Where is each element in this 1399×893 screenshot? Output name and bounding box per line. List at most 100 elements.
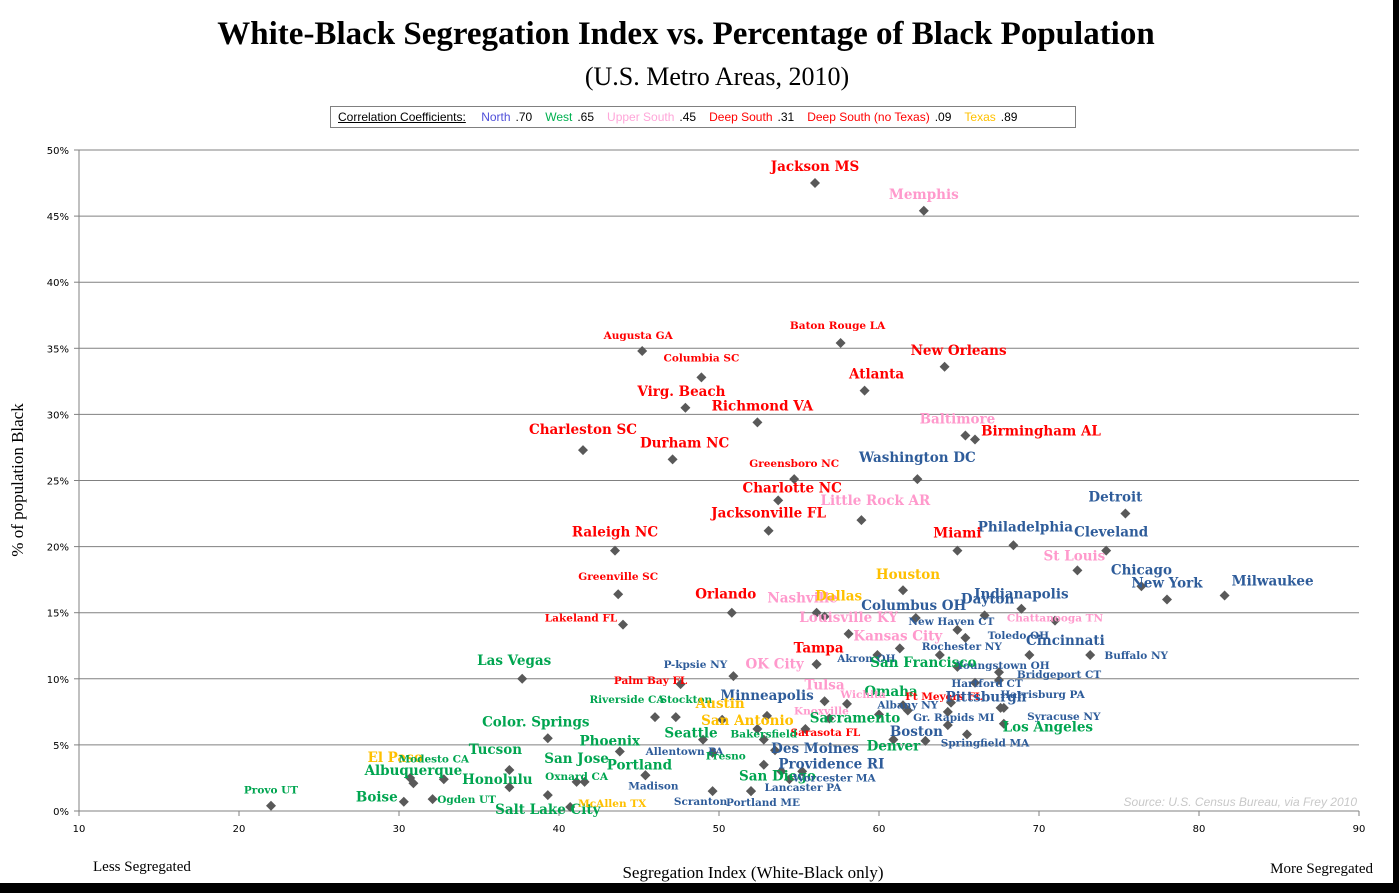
data-label: Miami — [933, 526, 981, 542]
data-label: Hartford CT — [951, 678, 1023, 690]
data-label: Charleston SC — [529, 422, 637, 438]
x-tick-label: 70 — [1033, 824, 1046, 835]
data-point — [898, 700, 908, 711]
data-label: New York — [1131, 575, 1203, 591]
data-point — [758, 734, 769, 745]
data-point — [707, 786, 718, 797]
data-point — [952, 661, 963, 672]
data-point — [707, 747, 718, 758]
data-point — [810, 178, 820, 189]
data-point — [752, 417, 763, 428]
legend-value-4: .09 — [934, 110, 952, 124]
data-label: Madison — [628, 780, 679, 792]
data-point — [789, 474, 800, 485]
data-label: Springfield MA — [941, 737, 1030, 749]
data-label: San Francisco — [870, 655, 976, 671]
correlation-legend: Correlation Coefficients: North .70 West .6… — [330, 106, 1076, 128]
data-label: Little Rock AR — [821, 493, 931, 509]
data-label: Knoxville — [794, 705, 849, 717]
data-label: Rochester NY — [922, 641, 1003, 653]
data-point — [998, 702, 1009, 713]
data-label: Fresno — [706, 751, 746, 763]
data-point — [819, 696, 830, 707]
x-tick-label: 30 — [393, 824, 406, 835]
data-point — [800, 724, 811, 735]
data-point — [670, 712, 681, 723]
data-label: Albany NY — [876, 700, 938, 712]
data-point — [888, 734, 899, 745]
more-segregated-label: More Segregated — [1270, 861, 1373, 877]
data-point — [970, 677, 980, 688]
data-point — [874, 709, 884, 720]
data-point — [726, 607, 737, 618]
data-point — [504, 782, 515, 793]
data-point — [910, 612, 921, 623]
data-label: Provo UT — [244, 785, 298, 797]
data-point — [898, 585, 908, 596]
data-point — [962, 729, 972, 740]
data-label: Des Moines — [771, 741, 859, 757]
data-label: Kansas City — [853, 628, 943, 644]
data-label: Modesto CA — [399, 753, 470, 765]
data-point — [504, 765, 515, 776]
data-label: Los Angeles — [1003, 720, 1094, 736]
data-label: Austin — [695, 696, 745, 712]
data-label: New Orleans — [911, 343, 1007, 359]
data-point — [824, 713, 835, 724]
data-point — [942, 706, 953, 717]
y-tick-label: 45% — [47, 212, 69, 223]
data-point — [902, 705, 913, 716]
data-point — [1024, 650, 1035, 661]
x-tick-label: 60 — [873, 824, 886, 835]
data-point — [758, 759, 769, 770]
data-point — [998, 718, 1009, 729]
legend-value-2: .45 — [679, 110, 697, 124]
data-label: Ft Meyers FL — [905, 691, 983, 703]
data-label: Greenville SC — [578, 571, 658, 583]
data-point — [960, 632, 971, 643]
data-point — [979, 610, 990, 621]
data-label: Cincinnati — [1026, 633, 1105, 649]
data-point — [1162, 594, 1172, 605]
data-point — [618, 619, 628, 630]
data-label: Buffalo NY — [1104, 650, 1168, 662]
data-label: Dayton — [961, 591, 1015, 607]
data-point — [835, 338, 846, 349]
data-label: Syracuse NY — [1027, 711, 1101, 723]
data-point — [398, 796, 409, 807]
data-label: Birmingham AL — [981, 424, 1101, 440]
data-point — [843, 628, 854, 639]
legend-region-4: Deep South (no Texas) — [807, 110, 930, 124]
data-point — [946, 697, 956, 708]
data-point — [565, 802, 576, 813]
data-label: Phoenix — [580, 734, 642, 750]
data-point — [752, 724, 763, 735]
data-label: Dallas — [815, 589, 862, 605]
data-label: Atlanta — [848, 367, 904, 383]
legend-region-0: North — [481, 110, 511, 124]
y-tick-label: 40% — [47, 278, 69, 289]
data-label: Cleveland — [1074, 525, 1149, 541]
x-tick-label: 90 — [1353, 824, 1366, 835]
data-point — [918, 205, 929, 216]
data-label: Greensboro NC — [749, 458, 839, 470]
data-point — [1136, 581, 1147, 592]
y-tick-label: 5% — [53, 741, 69, 752]
data-label: Sarasota FL — [791, 727, 861, 739]
legend-value-1: .65 — [577, 110, 595, 124]
data-point — [1008, 540, 1019, 551]
data-point — [934, 650, 945, 661]
y-tick-label: 50% — [47, 146, 69, 157]
data-label: Jackson MS — [770, 159, 860, 175]
data-label: Bakersfield — [730, 729, 797, 741]
data-point — [762, 710, 772, 721]
data-point — [610, 545, 620, 556]
data-label: Augusta GA — [603, 330, 674, 342]
y-tick-label: 35% — [47, 344, 69, 355]
data-label: Tulsa — [805, 677, 845, 693]
y-tick-label: 20% — [47, 543, 69, 554]
data-label: Las Vegas — [477, 653, 552, 669]
data-point — [517, 673, 528, 684]
data-point — [542, 790, 553, 801]
